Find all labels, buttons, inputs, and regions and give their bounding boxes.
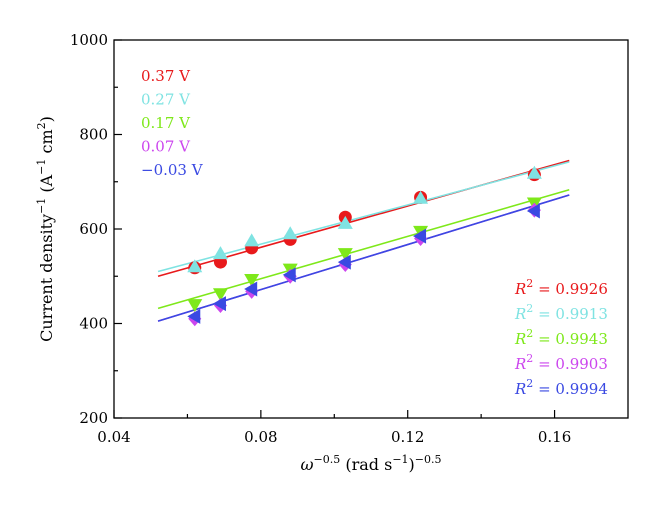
y-tick-label: 400 bbox=[79, 315, 108, 333]
legend-label-0-07-v: 0.07 V bbox=[141, 138, 191, 156]
data-point-0-03-v bbox=[244, 281, 258, 297]
r-squared-label-0-37-v: R2 = 0.9926 bbox=[514, 277, 608, 298]
data-point-0-27-v bbox=[244, 233, 260, 247]
x-tick-label: 0.08 bbox=[244, 428, 277, 446]
data-point-0-03-v bbox=[282, 267, 296, 283]
data-points bbox=[187, 165, 542, 327]
x-tick-label: 0.12 bbox=[391, 428, 424, 446]
data-point-0-17-v bbox=[212, 288, 228, 302]
fit-line-0-03-v bbox=[157, 194, 570, 322]
legend: 0.37 V 0.27 V 0.17 V 0.07 V −0.03 V bbox=[141, 67, 204, 179]
axis-ticks: 0.04 0.08 0.12 0.16 200 400 600 800 1000 bbox=[70, 31, 571, 446]
r-squared-label-0-17-v: R2 = 0.9943 bbox=[514, 327, 608, 348]
y-tick-label: 1000 bbox=[70, 31, 108, 49]
data-point-0-17-v bbox=[187, 299, 203, 313]
y-axis-title: Current density−1 (A−1 cm2) bbox=[35, 116, 56, 342]
data-point-0-03-v bbox=[212, 296, 226, 312]
x-axis-title: ω−0.5 (rad s−1)−0.5 bbox=[300, 453, 441, 474]
r-squared-label-0-07-v: R2 = 0.9903 bbox=[514, 352, 608, 373]
data-point-0-03-v bbox=[413, 228, 427, 244]
data-point-0-27-v bbox=[282, 226, 298, 240]
data-point-0-27-v bbox=[337, 215, 353, 229]
data-point-0-03-v bbox=[187, 308, 201, 324]
data-point-0-27-v bbox=[526, 165, 542, 179]
x-tick-label: 0.16 bbox=[538, 428, 571, 446]
data-point-0-27-v bbox=[212, 246, 228, 260]
data-point-0-27-v bbox=[413, 190, 429, 204]
legend-label-0-37-v: 0.37 V bbox=[141, 67, 191, 85]
r-squared-label-0-27-v: R2 = 0.9913 bbox=[514, 302, 608, 323]
r-squared-label-0-03-v: R2 = 0.9994 bbox=[514, 377, 608, 398]
x-tick-label: 0.04 bbox=[97, 428, 130, 446]
data-point-0-03-v bbox=[526, 203, 540, 219]
y-tick-label: 800 bbox=[79, 126, 108, 144]
data-point-0-17-v bbox=[244, 274, 260, 288]
r-squared-labels: R2 = 0.9926 R2 = 0.9913 R2 = 0.9943 R2 = 0.… bbox=[514, 277, 608, 398]
legend-label-0-27-v: 0.27 V bbox=[141, 91, 191, 109]
y-tick-label: 600 bbox=[79, 220, 108, 238]
legend-label-0-17-v: 0.17 V bbox=[141, 114, 191, 132]
y-tick-label: 200 bbox=[79, 409, 108, 427]
fit-line-0-27-v bbox=[157, 161, 570, 273]
data-point-0-17-v bbox=[337, 248, 353, 262]
legend-label-0-03-v: −0.03 V bbox=[141, 161, 204, 179]
data-point-0-27-v bbox=[187, 259, 203, 273]
data-point-0-03-v bbox=[337, 254, 351, 270]
